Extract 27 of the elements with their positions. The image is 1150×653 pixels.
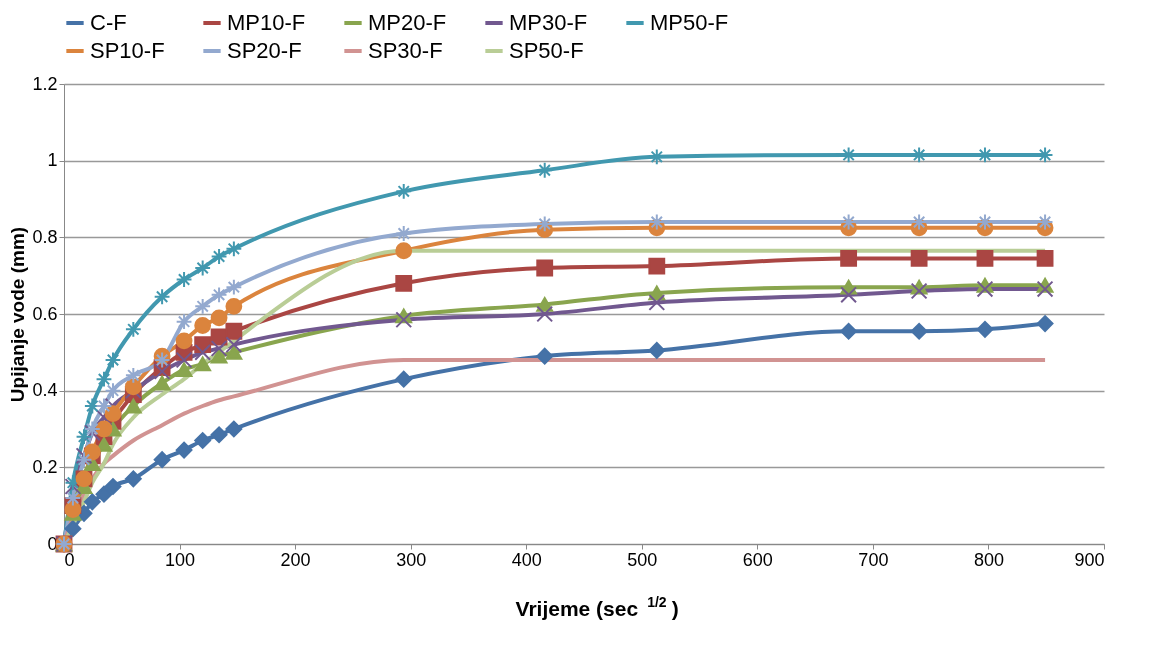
legend-label: C-F [90,10,127,35]
x-axis-title: Vrijeme (sec 1/2) [515,594,679,620]
x-tick-label: 700 [858,549,889,570]
x-tick-label: 300 [396,549,427,570]
x-tick-label: 900 [1074,549,1105,570]
legend-label: SP30-F [368,38,443,63]
legend-label: SP50-F [509,38,584,63]
x-tick-label: 400 [511,549,542,570]
y-axis-title: Upijanje vode (mm) [7,226,29,403]
legend-label: SP20-F [227,38,302,63]
legend-label: MP20-F [368,10,447,35]
x-tick-label: 0 [64,549,75,570]
y-tick-label: 0.8 [32,226,58,247]
y-tick-label: 0.4 [32,380,58,401]
legend-label: MP50-F [650,10,729,35]
legend-label: SP10-F [90,38,165,63]
y-tick-label: 0.6 [32,303,58,324]
y-tick-label: 1 [47,150,58,171]
x-tick-label: 500 [627,549,658,570]
x-tick-label: 100 [165,549,196,570]
x-tick-label: 600 [742,549,773,570]
x-tick-label: 800 [973,549,1004,570]
legend-label: MP10-F [227,10,306,35]
y-tick-label: 1.2 [32,73,58,94]
y-tick-label: 0.2 [32,456,58,477]
x-tick-label: 200 [280,549,311,570]
legend-label: MP30-F [509,10,588,35]
